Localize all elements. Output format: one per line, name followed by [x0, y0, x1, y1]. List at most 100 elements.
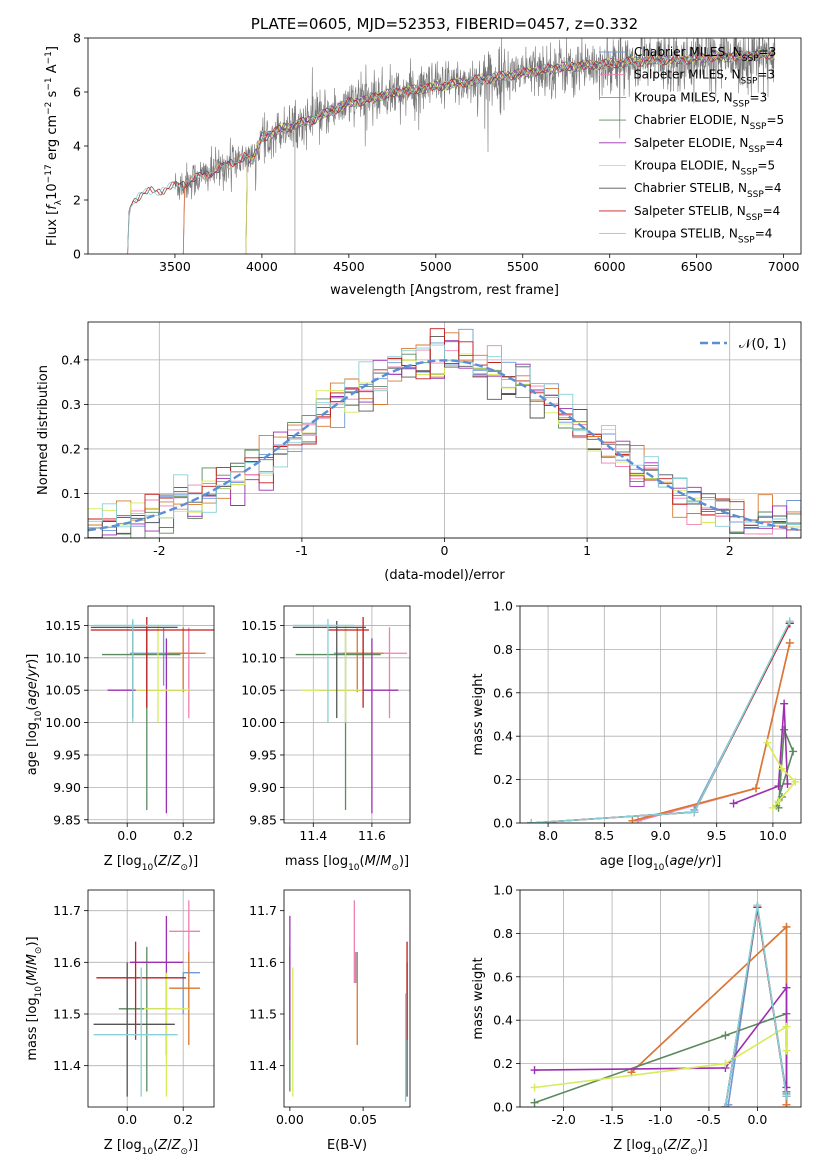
- x-tick-label: 8.5: [594, 828, 614, 843]
- weight-marker: [628, 816, 637, 823]
- normal-curve: [88, 359, 799, 532]
- y-tick-label: 10.15: [241, 618, 277, 633]
- y-tick-label: 4: [73, 139, 81, 154]
- y-tick-label: 10.15: [45, 618, 81, 633]
- weight-marker: [721, 1103, 730, 1107]
- weight-marker: [527, 819, 536, 823]
- y-tick-label: 0.8: [493, 926, 513, 941]
- y-tick-label: 10.00: [45, 715, 81, 730]
- x-tick-label: 11.4: [299, 828, 327, 843]
- y-tick-label: 0.6: [493, 685, 513, 700]
- weight-marker: [777, 764, 786, 773]
- mass_vs_ebv-panel: 0.00 0.05 11.4 11.5 11.6 11.7 E(B-V): [249, 889, 411, 1153]
- weight-marker: [791, 777, 800, 786]
- y-tick-label: 0.0: [61, 531, 81, 546]
- axes-frame: [87, 37, 802, 255]
- weight-line-salpeter-elodie: [733, 703, 789, 805]
- y-tick-label: 11.4: [249, 1058, 277, 1073]
- y-axis-label: Flux [fλ10−17 erg cm−2 s−1 A−1]: [44, 46, 64, 246]
- weight-marker: [774, 782, 783, 791]
- residuals-panel: -2 -1 0 1 2 0.0 0.1 0.2 0.3 0.4 (data-model)/error…: [36, 321, 802, 583]
- weight-marker: [780, 699, 789, 708]
- weight-marker: [752, 784, 761, 793]
- x-tick-label: 8.0: [538, 828, 558, 843]
- x-tick-label: 2: [726, 543, 734, 558]
- mass_vs_Z-plot-area: [93, 900, 200, 1097]
- x-axis-label: Z [log10(Z/Z⊙)]: [104, 1138, 198, 1157]
- legend-entry: Kroupa MILES, NSSP=3: [634, 90, 767, 109]
- weight_vs_age-panel: 8.0 8.5 9.0 9.5 10.0 0.0 0.2 0.4 0.6 0.8 1.0 age [l…: [471, 599, 802, 873]
- x-tick-label: 0.2: [173, 1112, 193, 1127]
- y-tick-label: 9.90: [53, 780, 81, 795]
- x-tick-label: 0.0: [117, 1112, 137, 1127]
- model-spectrum-kroupa-stelib: [126, 49, 775, 254]
- y-tick-label: 9.85: [249, 812, 277, 827]
- y-tick-label: 1.0: [493, 883, 513, 898]
- x-tick-label: 0: [441, 543, 449, 558]
- weight-marker: [690, 808, 699, 817]
- y-axis-label: mass [log10(M/M⊙)]: [25, 936, 44, 1060]
- histogram-kroupa-stelib: [88, 344, 801, 537]
- y-tick-label: 9.90: [249, 780, 277, 795]
- x-tick-label: -1.5: [600, 1112, 624, 1127]
- legend-entry: Kroupa ELODIE, NSSP=5: [634, 159, 775, 178]
- axes-frame: [519, 605, 802, 824]
- y-tick-label: 11.4: [53, 1058, 81, 1073]
- weight-marker: [782, 983, 791, 992]
- y-tick-label: 10.05: [241, 683, 277, 698]
- legend-entry: Chabrier MILES, NSSP=3: [634, 45, 776, 64]
- x-tick-label: 11.6: [358, 828, 386, 843]
- weight-marker: [782, 1022, 791, 1031]
- y-tick-label: 2: [73, 193, 81, 208]
- weight-marker: [530, 1098, 539, 1107]
- y-tick-label: 0.6: [493, 969, 513, 984]
- weight-marker: [780, 725, 789, 734]
- x-tick-label: -1.0: [648, 1112, 672, 1127]
- y-tick-label: 11.7: [53, 903, 81, 918]
- legend-entry: Salpeter MILES, NSSP=3: [634, 68, 775, 87]
- weight-marker: [783, 779, 792, 788]
- legend-entry: Chabrier STELIB, NSSP=4: [634, 181, 782, 200]
- x-axis-label: age [log10(age/yr)]: [600, 854, 722, 873]
- x-tick-label: 9.0: [651, 828, 671, 843]
- y-tick-label: 11.6: [249, 955, 277, 970]
- weight-marker: [785, 638, 794, 647]
- weight-marker: [763, 738, 772, 747]
- legend-entry: Salpeter STELIB, NSSP=4: [634, 204, 780, 223]
- weight_vs_age-plot-area: [527, 617, 800, 823]
- x-tick-label: 0.2: [173, 828, 193, 843]
- y-axis-label: Normed distribution: [36, 365, 51, 495]
- y-tick-label: 11.5: [249, 1007, 277, 1022]
- y-tick-label: 0.4: [61, 352, 81, 367]
- weight-marker: [721, 1031, 730, 1040]
- y-tick-label: 0.2: [493, 772, 513, 787]
- x-tick-label: -0.5: [697, 1112, 721, 1127]
- y-tick-label: 6: [73, 85, 81, 100]
- x-tick-label: 4500: [333, 259, 365, 274]
- y-tick-label: 11.6: [53, 955, 81, 970]
- y-tick-label: 0.1: [61, 486, 81, 501]
- x-tick-label: -2: [153, 543, 165, 558]
- x-tick-label: 6500: [681, 259, 713, 274]
- weight-marker: [774, 797, 783, 806]
- x-tick-label: 1: [583, 543, 591, 558]
- weight_vs_Z-plot-area: [530, 901, 791, 1107]
- y-tick-label: 0.0: [493, 1100, 513, 1115]
- age_vs_Z-plot-area: [90, 617, 214, 814]
- x-axis-label: mass [log10(M/M⊙)]: [285, 854, 409, 873]
- weight-marker: [782, 1046, 791, 1055]
- x-tick-label: 5000: [420, 259, 452, 274]
- x-tick-label: 0.05: [349, 1112, 377, 1127]
- y-tick-label: 0.8: [493, 642, 513, 657]
- x-axis-label: Z [log10(Z/Z⊙)]: [613, 1138, 707, 1157]
- x-tick-label: -1: [296, 543, 308, 558]
- legend: Chabrier MILES, NSSP=3 Salpeter MILES, NS…: [599, 45, 784, 246]
- x-tick-label: -2.0: [551, 1112, 575, 1127]
- y-tick-label: 0.4: [493, 1013, 513, 1028]
- axes-frame: [87, 605, 215, 824]
- y-tick-label: 9.95: [53, 747, 81, 762]
- y-tick-label: 9.95: [249, 747, 277, 762]
- y-tick-label: 0.2: [493, 1056, 513, 1071]
- y-tick-label: 10.05: [45, 683, 81, 698]
